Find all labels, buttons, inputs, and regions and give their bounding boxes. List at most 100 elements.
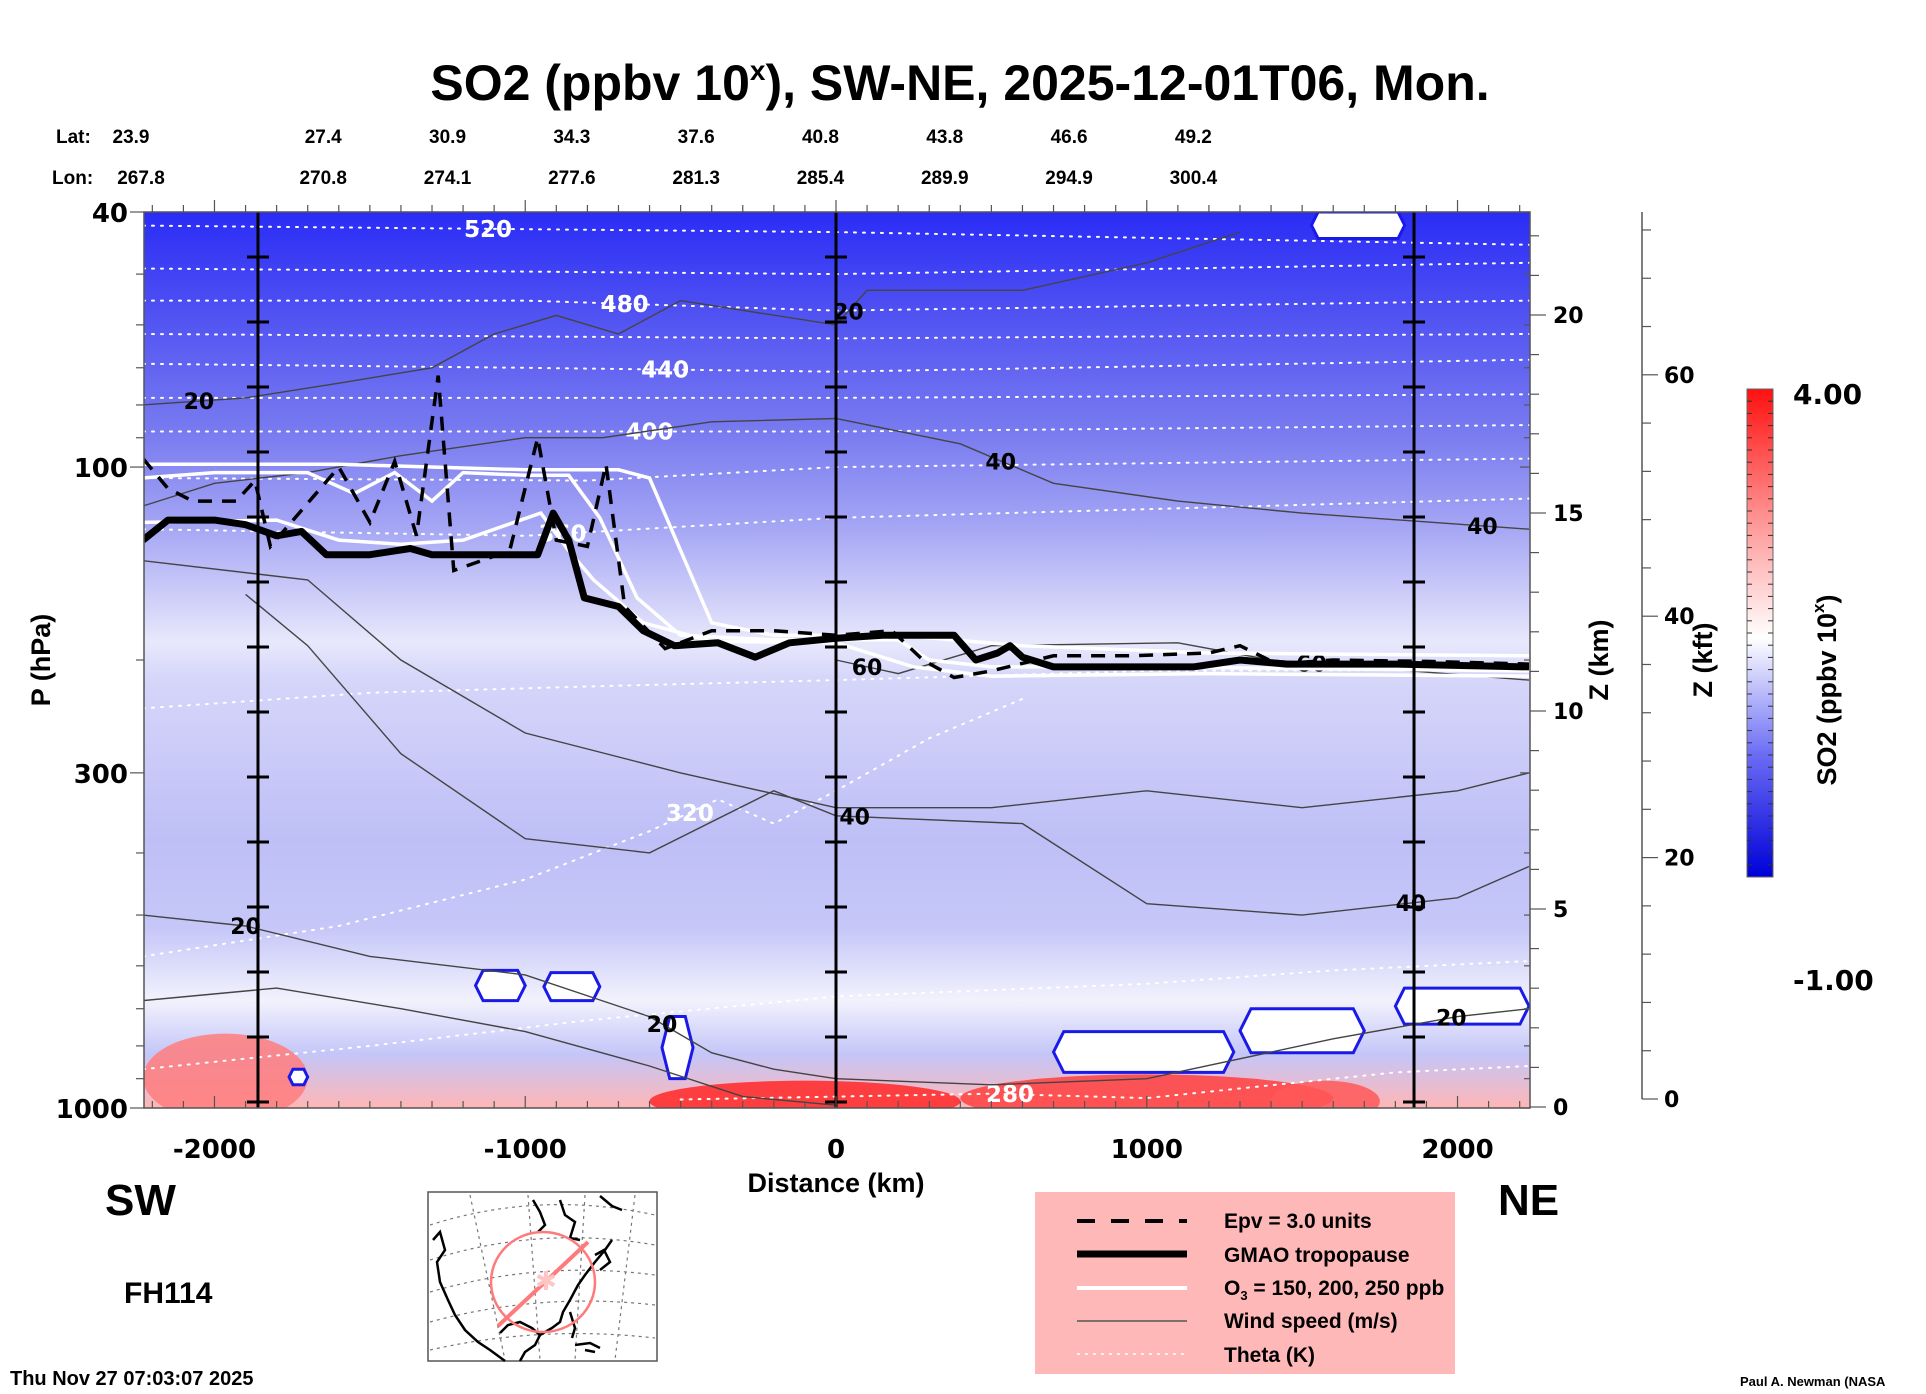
lon-value: 270.8 xyxy=(299,168,347,189)
lon-value: 294.9 xyxy=(1045,168,1093,189)
lat-value: 49.2 xyxy=(1175,127,1212,148)
epv-contour xyxy=(144,375,1530,680)
colorbar-ticks xyxy=(1747,400,1773,866)
lat-value: 40.8 xyxy=(802,127,839,148)
theta-contour-line xyxy=(144,299,1530,312)
y-axis-label: P (hPa) xyxy=(26,614,56,707)
x-axis: -2000 -1000 0 1000 2000 xyxy=(151,200,1521,1165)
legend-label-ozone: O3 = 150, 200, 250 ppb xyxy=(1224,1277,1444,1303)
lon-row-label: Lon: xyxy=(52,168,93,189)
z-km-tick-label: 0 xyxy=(1553,1096,1568,1121)
legend-label-wind: Wind speed (m/s) xyxy=(1224,1310,1398,1333)
missing-data-region xyxy=(1393,986,1530,1026)
theta-contour-line xyxy=(144,457,1530,482)
lat-value: 27.4 xyxy=(305,127,342,148)
colorbar-max-label: 4.00 xyxy=(1793,378,1862,411)
lat-value: 37.6 xyxy=(678,127,715,148)
lon-value: 274.1 xyxy=(424,168,472,189)
wind-contour-line xyxy=(144,987,837,1106)
colorbar-title: SO2 (ppbv 10x) xyxy=(1809,594,1842,785)
theta-contour-label: 400 xyxy=(626,419,674,445)
sw-label: SW xyxy=(105,1176,176,1225)
p-tick-label: 100 xyxy=(74,454,128,484)
missing-data-regions xyxy=(287,212,1530,1087)
wind-contour-label: 40 xyxy=(1396,892,1427,917)
lon-value: 281.3 xyxy=(672,168,720,189)
p-tick-label: 1000 xyxy=(56,1095,128,1125)
wind-contour-label: 20 xyxy=(647,1013,678,1038)
wind-contour-label: 40 xyxy=(1467,515,1498,540)
x-tick-label: 0 xyxy=(827,1135,845,1165)
x-axis-label: Distance (km) xyxy=(747,1168,924,1198)
lon-value: 285.4 xyxy=(797,168,845,189)
wind-contour-line xyxy=(144,231,1241,406)
lon-value: 277.6 xyxy=(548,168,596,189)
lat-row-label: Lat: xyxy=(56,127,91,148)
lon-value: 300.4 xyxy=(1170,168,1218,189)
timestamp: Thu Nov 27 07:03:07 2025 xyxy=(10,1368,253,1390)
so2-high-region xyxy=(649,1080,961,1108)
x-tick-label: 1000 xyxy=(1111,1135,1183,1165)
z-kft-tick-label: 0 xyxy=(1664,1088,1679,1113)
legend-box xyxy=(1035,1192,1455,1374)
credit: Paul A. Newman (NASA xyxy=(1740,1374,1886,1389)
lat-lon-header: Lat: Lon: 23.9 27.4 30.9 34.3 37.6 40.8 43.8 46… xyxy=(52,127,1218,189)
forecast-hour-label: FH114 xyxy=(124,1277,213,1310)
missing-data-region xyxy=(1238,1007,1366,1055)
z-km-tick-label: 20 xyxy=(1553,304,1584,329)
wind-contour-line xyxy=(245,593,1530,916)
wind-contour-label: 40 xyxy=(985,451,1016,476)
wind-contour-label: 20 xyxy=(184,390,215,415)
lat-value: 43.8 xyxy=(926,127,963,148)
wind-contour-line xyxy=(144,914,1530,1086)
colorbar: 4.00 -1.00 SO2 (ppbv 10x) xyxy=(1746,378,1874,997)
lat-value: 23.9 xyxy=(113,127,150,148)
ozone-contour-200 xyxy=(144,470,1530,673)
colorbar-min-label: -1.00 xyxy=(1793,964,1874,997)
lat-value: 46.6 xyxy=(1051,127,1088,148)
missing-data-region xyxy=(660,1015,695,1081)
missing-data-region xyxy=(542,971,602,1003)
ozone-contour-250 xyxy=(144,462,1530,658)
chart-title: SO2 (ppbv 10x), SW-NE, 2025-12-01T06, Mo… xyxy=(430,55,1489,111)
z-km-tick-label: 10 xyxy=(1553,700,1584,725)
wind-contour-label: 60 xyxy=(852,656,883,681)
x-tick-label: -1000 xyxy=(484,1135,567,1165)
theta-contour-line xyxy=(144,424,1530,433)
p-tick-label: 300 xyxy=(74,760,128,790)
z-kft-tick-label: 60 xyxy=(1664,364,1695,389)
legend: Epv = 3.0 units GMAO tropopause O3 = 150… xyxy=(1035,1192,1455,1374)
z-kft-axis-label: Z (kft) xyxy=(1688,623,1718,698)
map-range-circle xyxy=(489,1230,597,1334)
theta-contour-label: 440 xyxy=(641,358,689,384)
z-km-tick-label: 15 xyxy=(1553,502,1584,527)
x-tick-label: -2000 xyxy=(173,1135,256,1165)
lon-value: 289.9 xyxy=(921,168,969,189)
missing-data-region xyxy=(287,1067,310,1087)
theta-contour-line xyxy=(679,1065,1530,1101)
z-kft-axis: 0 20 40 60 xyxy=(1641,212,1695,1113)
theta-contour-label: 320 xyxy=(666,801,714,827)
pressure-axis: 40 100 300 1000 xyxy=(56,199,1530,1125)
theta-contour-label: 480 xyxy=(601,292,649,318)
map-center-star-icon: ✱ xyxy=(535,1267,557,1297)
z-kft-tick-label: 40 xyxy=(1664,605,1695,630)
wind-contour-label: 40 xyxy=(839,806,870,831)
so2-field xyxy=(144,1033,1380,1108)
lat-value: 30.9 xyxy=(429,127,466,148)
ne-label: NE xyxy=(1498,1176,1559,1225)
tropopause-line xyxy=(144,509,1530,671)
lat-value: 34.3 xyxy=(553,127,590,148)
lon-value: 267.8 xyxy=(117,168,165,189)
legend-label-theta: Theta (K) xyxy=(1224,1344,1315,1367)
missing-data-region xyxy=(1309,212,1407,241)
wind-contour-label: 20 xyxy=(230,915,261,940)
so2-high-region xyxy=(144,1033,308,1108)
gmao-tropopause-line xyxy=(144,509,1530,671)
missing-data-region xyxy=(1051,1030,1236,1074)
z-km-tick-label: 5 xyxy=(1553,898,1568,923)
map-inset: ✱ xyxy=(427,1191,658,1363)
